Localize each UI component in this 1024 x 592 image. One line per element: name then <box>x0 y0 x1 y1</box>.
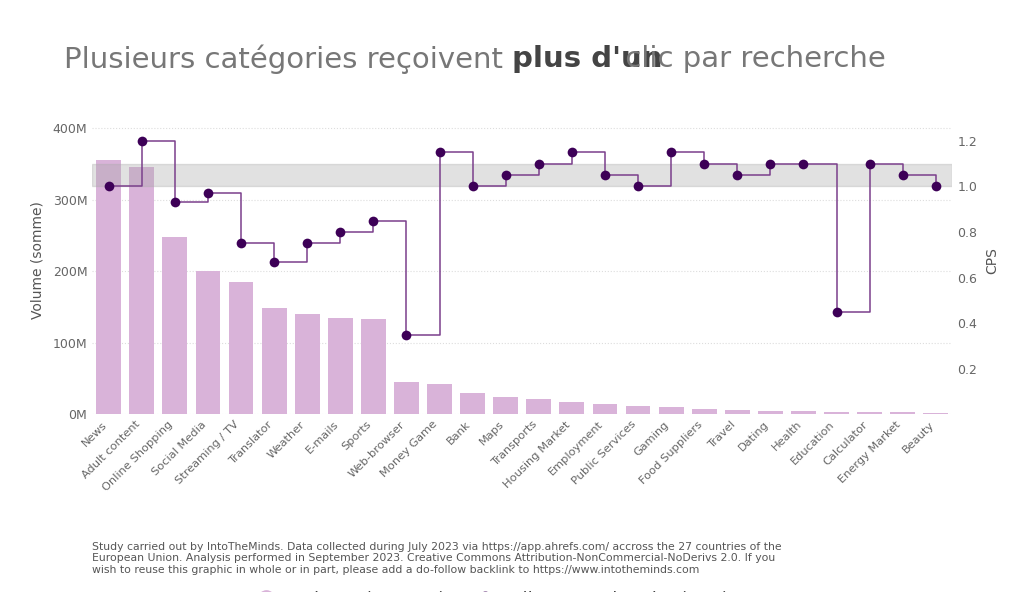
Bar <box>559 401 585 414</box>
Bar <box>526 398 551 414</box>
Bar <box>658 407 684 414</box>
Bar <box>163 237 187 414</box>
Text: Plusieurs catégories reçoivent: Plusieurs catégories reçoivent <box>63 44 512 74</box>
Legend: Volume (somme), Clic par recherche (CPS) moyen: Volume (somme), Clic par recherche (CPS)… <box>241 584 804 592</box>
Bar <box>824 411 849 414</box>
Bar <box>692 408 717 414</box>
Bar <box>262 308 287 414</box>
Bar <box>295 314 319 414</box>
Bar <box>427 384 452 414</box>
Bar <box>890 412 915 414</box>
Y-axis label: Volume (somme): Volume (somme) <box>31 201 44 320</box>
Bar <box>593 404 617 414</box>
Bar <box>228 282 254 414</box>
Bar <box>92 163 952 186</box>
Bar <box>857 412 882 414</box>
Bar <box>494 397 518 414</box>
Bar <box>96 160 121 414</box>
Bar <box>129 168 155 414</box>
Y-axis label: CPS: CPS <box>985 247 999 274</box>
Bar <box>924 413 948 414</box>
Bar <box>328 318 352 414</box>
Bar <box>361 319 386 414</box>
Text: plus d'un: plus d'un <box>512 45 663 73</box>
Bar <box>791 411 816 414</box>
Bar <box>758 411 782 414</box>
Bar <box>725 410 750 414</box>
Bar <box>196 271 220 414</box>
Text: clic par recherche: clic par recherche <box>616 45 886 73</box>
Bar <box>460 393 485 414</box>
Text: Study carried out by IntoTheMinds. Data collected during July 2023 via https://a: Study carried out by IntoTheMinds. Data … <box>92 542 781 575</box>
Bar <box>394 382 419 414</box>
Bar <box>626 406 650 414</box>
